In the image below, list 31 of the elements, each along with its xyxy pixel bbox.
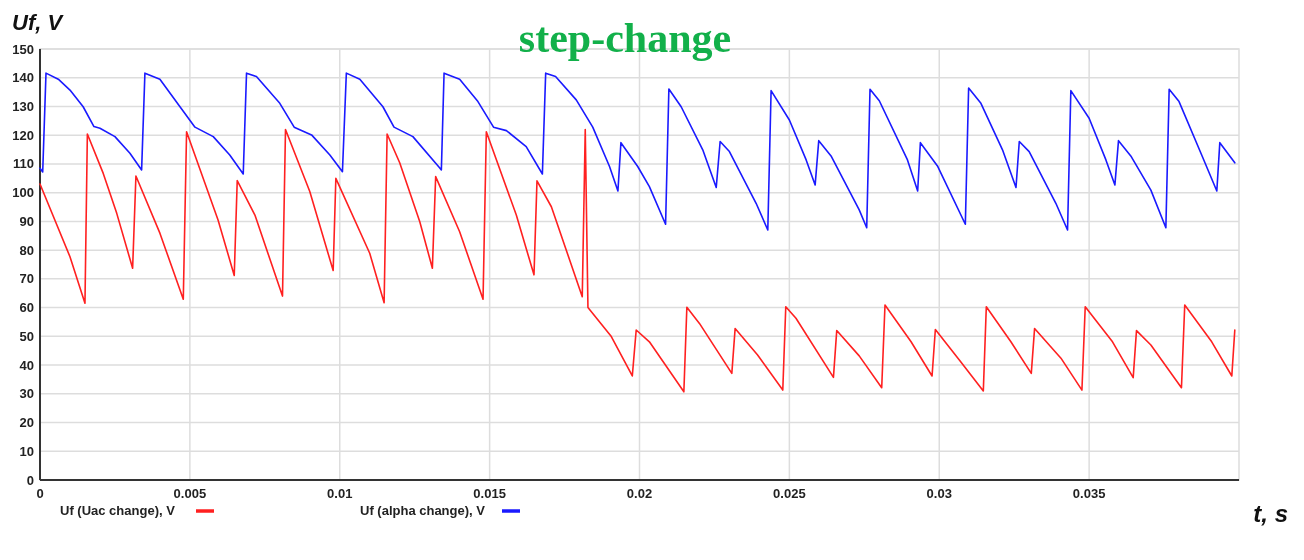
y-tick-label: 70: [19, 271, 34, 287]
x-tick-label: 0.01: [327, 486, 353, 501]
y-tick-label: 80: [19, 242, 34, 258]
line-series: [39, 72, 1236, 231]
legend-label: Uf (Uac change), V: [60, 503, 176, 518]
line-series: [39, 128, 1236, 393]
y-tick-label: 120: [12, 127, 34, 143]
y-tick-label: 10: [19, 443, 34, 459]
x-tick-label: 0.035: [1072, 486, 1106, 501]
y-tick-label: 60: [19, 300, 34, 316]
x-tick-label: 0.005: [173, 486, 207, 501]
y-tick-label: 30: [19, 386, 34, 402]
y-tick-label: 0: [26, 472, 34, 488]
legend-label: Uf (alpha change), V: [360, 503, 486, 518]
y-tick-label: 90: [19, 213, 34, 229]
x-tick-label: 0.025: [773, 486, 806, 501]
chart-title: step-change: [518, 15, 732, 61]
x-tick-label: 0.015: [473, 486, 506, 501]
x-tick-label: 0.02: [626, 486, 653, 501]
y-tick-label: 100: [12, 185, 34, 201]
x-tick-label: 0.03: [926, 486, 952, 501]
y-axis-title: Uf, V: [12, 10, 65, 35]
x-axis-title: t, s: [1253, 500, 1288, 527]
y-tick-label: 40: [19, 357, 34, 373]
y-tick-label: 110: [13, 156, 34, 172]
y-tick-label: 140: [12, 70, 34, 86]
y-tick-label: 50: [19, 328, 34, 344]
y-tick-label: 130: [12, 99, 34, 115]
y-tick-label: 150: [12, 41, 34, 57]
y-tick-label: 20: [19, 415, 34, 431]
x-tick-label: 0: [36, 486, 44, 501]
